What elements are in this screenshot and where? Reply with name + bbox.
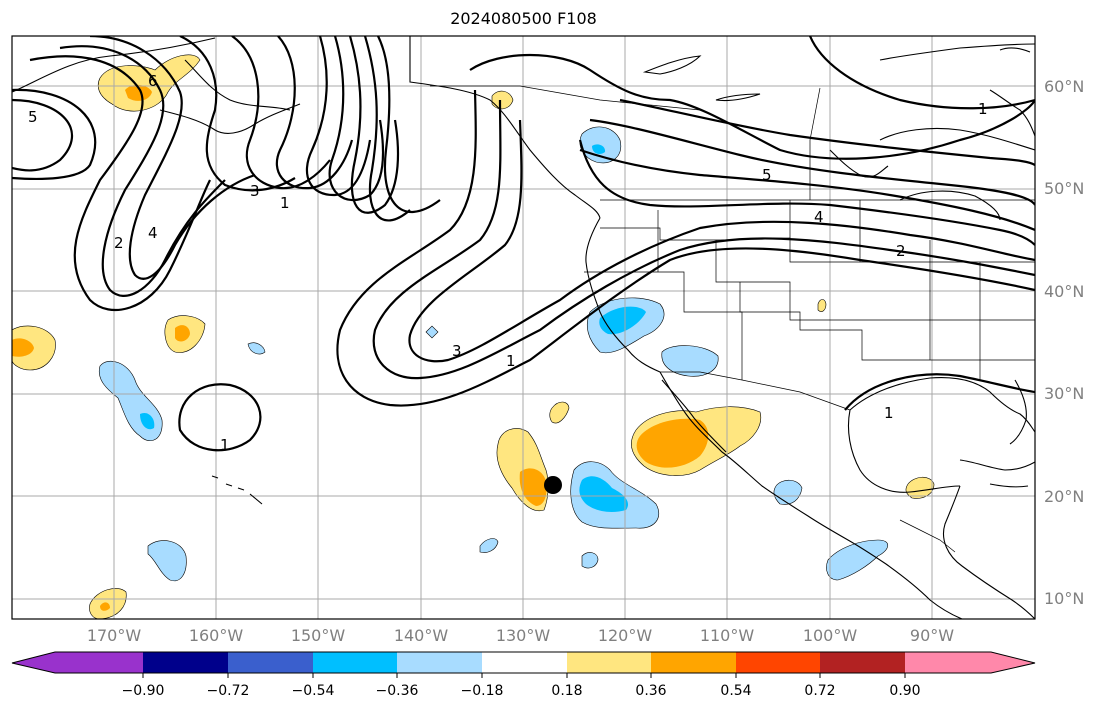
colorbar-tick-label: −0.72 [206,683,250,699]
coastlines [12,36,1035,619]
latitude-label: 50°N [1044,179,1085,198]
contour-label: 6 [148,72,158,90]
longitude-label: 100°W [802,626,858,645]
contour-label: 1 [220,436,230,454]
contour-label: 4 [814,208,824,226]
longitude-label: 160°W [188,626,244,645]
latitude-label: 60°N [1044,77,1085,96]
map-frame [11,35,1036,620]
colorbar-segment [228,652,313,673]
contour-label: 1 [280,194,290,212]
contour-label: 3 [452,342,462,360]
contour-label: 5 [28,108,38,126]
strong-negative-anomaly-area [599,306,646,335]
colorbar-segment [567,652,651,673]
negative-anomaly-area [147,540,187,582]
colorbar [11,651,1036,678]
longitude-label: 150°W [290,626,346,645]
latitude-label: 30°N [1044,384,1085,403]
colorbar-tick-label: 0.18 [551,683,583,699]
colorbar-segment [482,652,567,673]
latitude-label: 10°N [1044,589,1085,608]
longitude-label: 90°W [909,626,955,645]
contour-label: 1 [506,352,516,370]
contour-label: 2 [114,234,124,252]
longitude-label: 130°W [495,626,551,645]
contour-label: 4 [148,224,158,242]
colorbar-segment [143,652,228,673]
negative-anomaly-area [425,325,439,339]
longitude-label: 170°W [86,626,142,645]
colorbar-tick-label: 0.90 [889,683,921,699]
strong-positive-anomaly-area [125,84,152,101]
strong-positive-anomaly-area [175,325,190,342]
colorbar-segment [397,652,482,673]
contour-label-group: 5 6 3 1 2 4 3 1 1 5 4 2 1 1 [28,72,988,454]
strong-positive-anomaly-area [636,418,709,468]
contour-label: 3 [250,182,260,200]
colorbar-tick-label: −0.18 [460,683,504,699]
strong-negative-anomaly-area [140,412,155,430]
colorbar-segment [313,652,397,673]
negative-anomaly-area [247,342,266,355]
contour-label: 1 [978,100,988,118]
strong-positive-anomaly-area [12,338,34,357]
colorbar-tick-label: 0.54 [720,683,752,699]
strong-negative-anomaly-area [592,144,606,154]
longitude-label: 120°W [597,626,653,645]
colorbar-segment [12,652,143,673]
colorbar-segment [736,652,820,673]
contour-lines [12,36,1035,452]
negative-anomaly-area [479,538,499,553]
colorbar-tick-label: −0.54 [291,683,335,699]
colorbar-segment [820,652,905,673]
colorbar-tick-label: 0.72 [804,683,836,699]
strong-positive-anomaly-area [519,468,547,506]
positive-anomaly-area [549,401,570,424]
longitude-label: 110°W [699,626,755,645]
colorbar-segment [905,652,1035,673]
negative-anomaly-area [826,539,889,581]
contour-label: 5 [762,166,772,184]
contour-label: 2 [896,242,906,260]
contour-label: 1 [884,404,894,422]
negative-anomaly-area [661,345,719,377]
latitude-label: 40°N [1044,282,1085,301]
storm-position-marker [544,476,562,494]
colorbar-segment [651,652,736,673]
positive-anomaly-area [817,299,827,312]
strong-negative-anomaly-area [579,476,629,512]
latitude-label: 20°N [1044,487,1085,506]
colorbar-tick-label: −0.36 [375,683,419,699]
strong-positive-anomaly-area [100,602,110,611]
positive-anomaly-area [491,90,514,110]
plot-title: 2024080500 F108 [450,9,597,28]
longitude-label: 140°W [393,626,449,645]
colorbar-tick-label: 0.36 [635,683,667,699]
positive-anomaly-area [97,54,201,112]
colorbar-tick-label: −0.90 [121,683,165,699]
negative-anomaly-area [581,552,599,569]
